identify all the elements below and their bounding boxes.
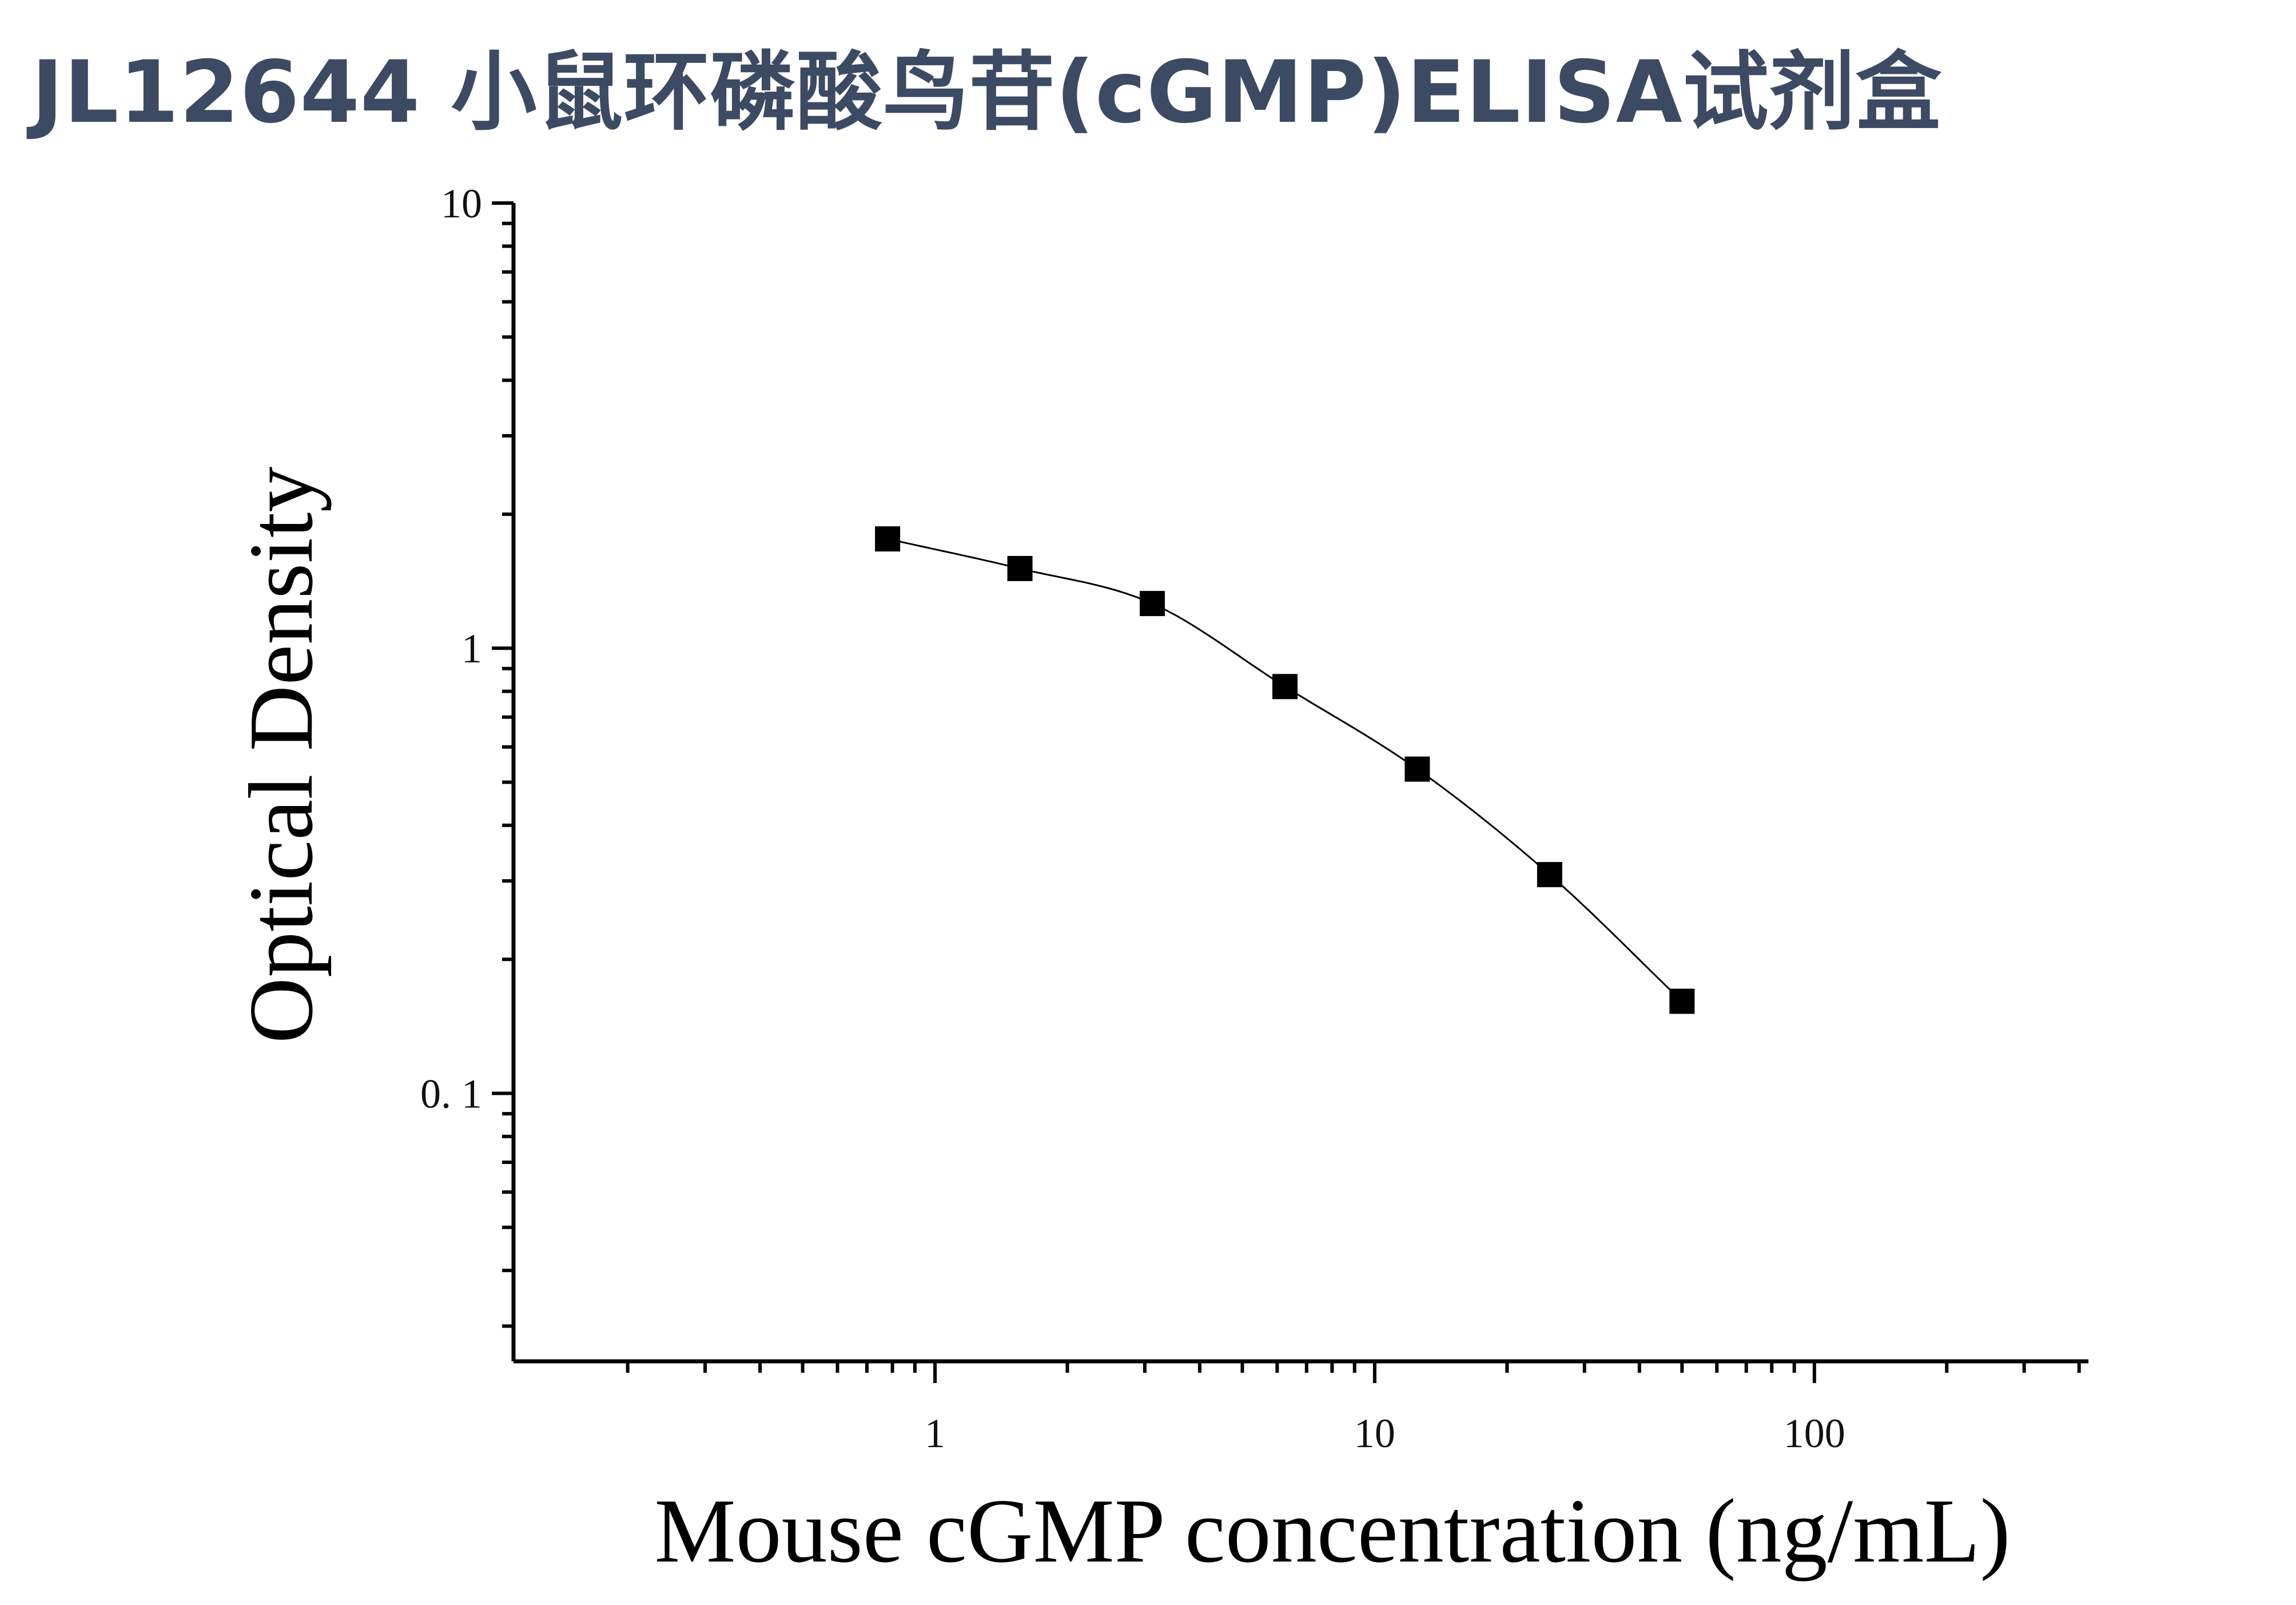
- data-point: [875, 526, 901, 552]
- chart-axes: 0. 1 1 10 1 10 100: [420, 181, 2088, 1456]
- data-point: [1404, 756, 1430, 782]
- data-point: [1007, 555, 1033, 581]
- page-title: JL12644 小鼠环磷酸鸟苷(cGMP)ELISA试剂盒: [31, 43, 1942, 142]
- y-tick-label: 1: [461, 626, 482, 672]
- data-point: [1537, 862, 1562, 888]
- y-tick-label: 10: [441, 181, 482, 227]
- fit-curve-group: [887, 538, 1683, 1002]
- data-points: [875, 526, 1695, 1014]
- data-point: [1272, 674, 1298, 700]
- y-tick-label: 0. 1: [420, 1071, 482, 1117]
- x-tick-label: 100: [1784, 1411, 1845, 1456]
- y-axis-title: Optical Density: [230, 467, 332, 1044]
- x-axis-title: Mouse cGMP concentration (ng/mL): [654, 1480, 2010, 1582]
- fit-curve: [887, 538, 1683, 1002]
- data-point: [1139, 591, 1165, 617]
- data-point: [1669, 988, 1695, 1014]
- x-tick-label: 1: [925, 1411, 945, 1456]
- x-tick-label: 10: [1354, 1411, 1395, 1456]
